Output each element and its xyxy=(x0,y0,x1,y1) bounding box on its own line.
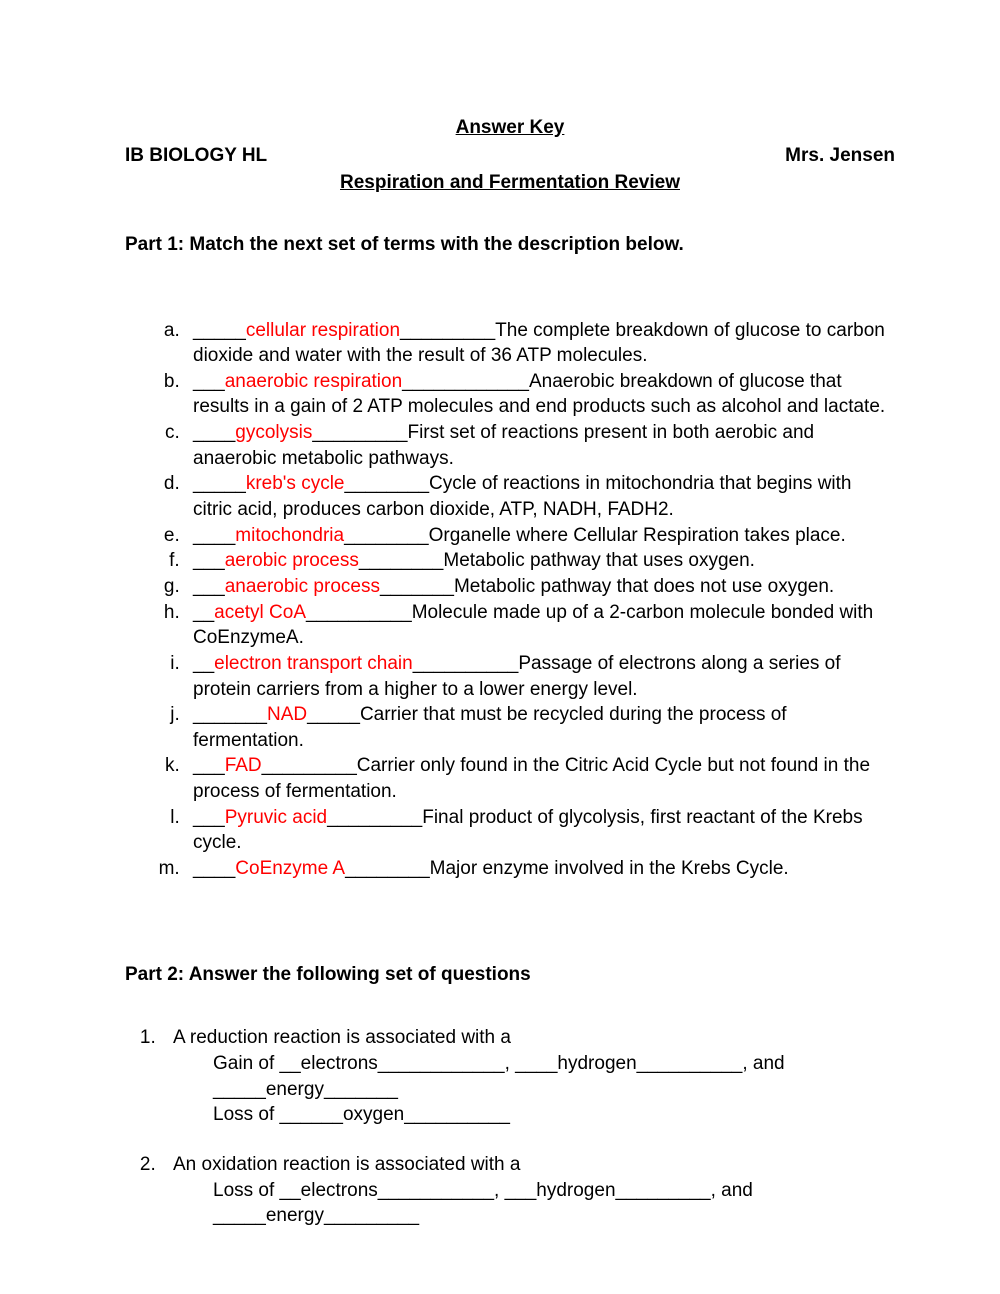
part1-item: _____kreb's cycle________Cycle of reacti… xyxy=(185,471,895,522)
answer-text: electron transport chain xyxy=(214,653,413,674)
blank-post: _______ xyxy=(380,576,454,597)
blank-pre: ___ xyxy=(193,371,225,392)
part1-item: ____CoEnzyme A________Major enzyme invol… xyxy=(185,856,895,882)
teacher-name: Mrs. Jensen xyxy=(785,143,895,169)
answer-text: FAD xyxy=(225,755,262,776)
part2-q1: A reduction reaction is associated with … xyxy=(161,1025,895,1128)
answer-text: anaerobic respiration xyxy=(225,371,402,392)
q1-line1a: Gain of __ xyxy=(213,1053,301,1074)
blank-pre: ____ xyxy=(193,525,235,546)
blank-pre: __ xyxy=(193,602,214,623)
part1-item: ___anaerobic process_______Metabolic pat… xyxy=(185,574,895,600)
header-row: IB BIOLOGY HL Mrs. Jensen xyxy=(125,143,895,169)
q1-line1d: hydrogen xyxy=(557,1053,636,1074)
part2-q2: An oxidation reaction is associated with… xyxy=(161,1152,895,1229)
blank-post: __________ xyxy=(306,602,412,623)
answer-text: CoEnzyme A xyxy=(235,858,345,879)
answer-text: NAD xyxy=(267,704,307,725)
blank-post: _________ xyxy=(327,807,422,828)
part1-item: ___Pyruvic acid_________Final product of… xyxy=(185,805,895,856)
q1-line1b: electrons xyxy=(301,1053,378,1074)
part1-item: _______NAD_____Carrier that must be recy… xyxy=(185,702,895,753)
part1-item: ___anaerobic respiration____________Anae… xyxy=(185,369,895,420)
blank-post: _____ xyxy=(307,704,360,725)
item-desc: Metabolic pathway that uses oxygen. xyxy=(443,550,755,571)
answer-key-label: Answer Key xyxy=(456,117,565,138)
q1-line1c: ____________, ____ xyxy=(378,1053,558,1074)
blank-pre: ___ xyxy=(193,550,225,571)
blank-pre: ___ xyxy=(193,807,225,828)
answer-text: aerobic process xyxy=(225,550,359,571)
answer-text: acetyl CoA xyxy=(214,602,306,623)
q2-line2b: energy xyxy=(266,1205,324,1226)
answer-text: kreb's cycle xyxy=(246,473,345,494)
title-block: Answer Key xyxy=(125,115,895,141)
q1-line3b: oxygen xyxy=(343,1104,404,1125)
q1-line2c: _______ xyxy=(324,1079,398,1100)
q2-line1c: ___________, ___ xyxy=(378,1180,537,1201)
q2-line1e: _________, and xyxy=(616,1180,753,1201)
blank-pre: _____ xyxy=(193,320,246,341)
blank-pre: _______ xyxy=(193,704,267,725)
q1-line2a: _____ xyxy=(213,1079,266,1100)
blank-pre: ___ xyxy=(193,576,225,597)
item-desc: Metabolic pathway that does not use oxyg… xyxy=(454,576,834,597)
q1-line3a: Loss of ______ xyxy=(213,1104,343,1125)
answer-text: cellular respiration xyxy=(246,320,400,341)
part1-heading: Part 1: Match the next set of terms with… xyxy=(125,232,895,258)
worksheet-subtitle: Respiration and Fermentation Review xyxy=(125,170,895,196)
blank-post: ________ xyxy=(359,550,444,571)
q2-line1d: hydrogen xyxy=(536,1180,615,1201)
q2-line1b: electrons xyxy=(301,1180,378,1201)
blank-post: ________ xyxy=(344,525,429,546)
blank-post: _________ xyxy=(312,422,407,443)
blank-pre: _____ xyxy=(193,473,246,494)
q2-body: Loss of __electrons___________, ___hydro… xyxy=(173,1178,895,1229)
item-desc: Organelle where Cellular Respiration tak… xyxy=(429,525,846,546)
q2-line2a: _____ xyxy=(213,1205,266,1226)
q1-body: Gain of __electrons____________, ____hyd… xyxy=(173,1051,895,1128)
part1-item: ____gycolysis_________First set of react… xyxy=(185,420,895,471)
answer-text: Pyruvic acid xyxy=(225,807,327,828)
q1-line3c: __________ xyxy=(404,1104,510,1125)
part1-item: _____cellular respiration_________The co… xyxy=(185,318,895,369)
q2-prompt: An oxidation reaction is associated with… xyxy=(173,1154,520,1175)
answer-text: anaerobic process xyxy=(225,576,380,597)
blank-post: __________ xyxy=(413,653,519,674)
part1-item: ____mitochondria________Organelle where … xyxy=(185,523,895,549)
q1-prompt: A reduction reaction is associated with … xyxy=(173,1027,511,1048)
blank-pre: __ xyxy=(193,653,214,674)
blank-post: _________ xyxy=(262,755,357,776)
course-name: IB BIOLOGY HL xyxy=(125,143,267,169)
blank-pre: ____ xyxy=(193,858,235,879)
part2-list: A reduction reaction is associated with … xyxy=(125,1025,895,1228)
blank-pre: ____ xyxy=(193,422,235,443)
blank-pre: ___ xyxy=(193,755,225,776)
q2-line2c: _________ xyxy=(324,1205,419,1226)
part1-item: __electron transport chain__________Pass… xyxy=(185,651,895,702)
part1-item: __acetyl CoA__________Molecule made up o… xyxy=(185,600,895,651)
blank-post: ________ xyxy=(345,858,430,879)
part2-heading: Part 2: Answer the following set of ques… xyxy=(125,962,895,988)
q1-line1e: __________, and xyxy=(637,1053,785,1074)
blank-post: _________ xyxy=(400,320,495,341)
answer-text: gycolysis xyxy=(235,422,312,443)
answer-text: mitochondria xyxy=(235,525,344,546)
blank-post: ____________ xyxy=(402,371,529,392)
part1-item: ___aerobic process________Metabolic path… xyxy=(185,548,895,574)
item-desc: Major enzyme involved in the Krebs Cycle… xyxy=(430,858,789,879)
q1-line2b: energy xyxy=(266,1079,324,1100)
blank-post: ________ xyxy=(345,473,430,494)
q2-line1a: Loss of __ xyxy=(213,1180,301,1201)
worksheet-page: Answer Key IB BIOLOGY HL Mrs. Jensen Res… xyxy=(0,0,1000,1294)
part1-item: ___FAD_________Carrier only found in the… xyxy=(185,753,895,804)
part1-list: _____cellular respiration_________The co… xyxy=(125,318,895,882)
